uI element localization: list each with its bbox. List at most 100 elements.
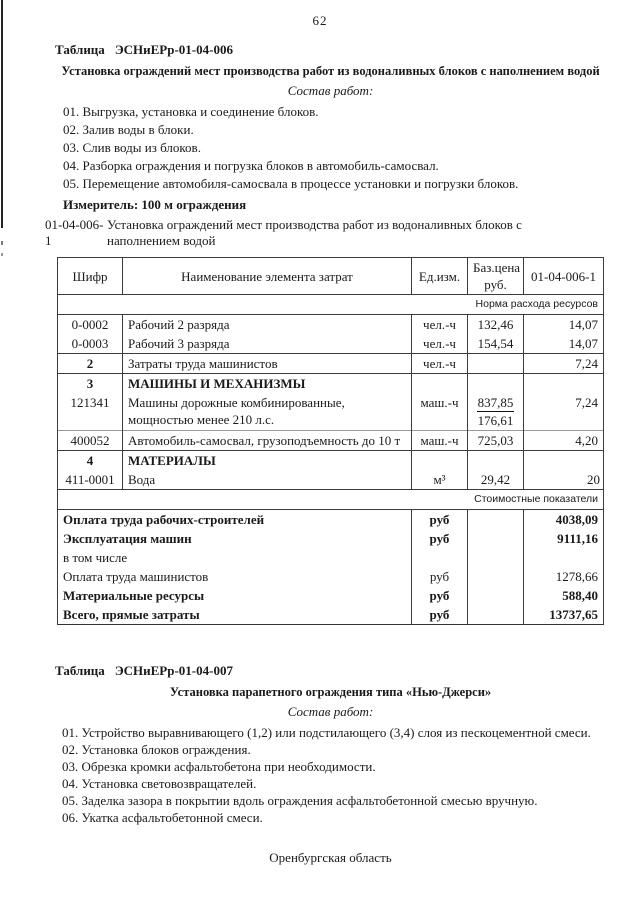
unit-cell: маш.-ч bbox=[411, 393, 468, 431]
cost-label-cell: Оплата труда машинистов bbox=[57, 567, 412, 586]
unit-cell bbox=[411, 373, 468, 393]
cost-label-cell: Всего, прямые затраты bbox=[57, 605, 412, 625]
cost-price-cell bbox=[467, 548, 524, 567]
work-item: 06. Укатка асфальтобетонной смеси. bbox=[62, 810, 263, 825]
cost-rows: Оплата труда рабочих-строителей руб 4038,0… bbox=[57, 509, 604, 625]
code-cell: 0-0003 bbox=[57, 334, 123, 354]
cost-price-cell bbox=[467, 567, 524, 586]
header-cell-price: Баз.цена руб. bbox=[467, 257, 524, 295]
unit-cell: чел.-ч bbox=[411, 353, 468, 374]
cost-value-cell bbox=[523, 548, 604, 567]
name-cell: Рабочий 2 разряда bbox=[122, 314, 412, 334]
cost-label-cell: Оплата труда рабочих-строителей bbox=[57, 509, 412, 529]
cost-label-group: Стоимостные показатели bbox=[57, 489, 604, 510]
estimate-table: Шифр Наименование элемента затрат Ед.изм… bbox=[57, 257, 604, 625]
code-cell: 2 bbox=[57, 353, 123, 374]
table-row: 0-0002 Рабочий 2 разряда чел.-ч 132,46 14,07 bbox=[57, 314, 604, 334]
work-item: 03. Слив воды из блоков. bbox=[63, 140, 201, 155]
table-row: 2 Затраты труда машинистов чел.-ч 7,24 bbox=[57, 353, 604, 374]
cost-row: Оплата труда машинистов руб 1278,66 bbox=[57, 567, 604, 586]
work-item: 01. Устройство выравнивающего (1,2) или … bbox=[62, 725, 591, 740]
cost-row: Эксплуатация машин руб 9111,16 bbox=[57, 529, 604, 548]
table-label-007: Таблица ЭСНиЕРр-01-04-007 bbox=[55, 663, 640, 679]
code-cell: 411-0001 bbox=[57, 470, 123, 490]
norm-description: Установка ограждений мест производства р… bbox=[107, 217, 522, 248]
norm-section-label: Норма расхода ресурсов bbox=[57, 294, 604, 315]
price-cell bbox=[467, 373, 524, 393]
cost-price-cell bbox=[467, 529, 524, 548]
name-cell: Машины дорожные комбинированные, мощност… bbox=[122, 393, 412, 431]
cost-row: Всего, прямые затраты руб 13737,65 bbox=[57, 605, 604, 625]
cost-row: Оплата труда рабочих-строителей руб 4038,0… bbox=[57, 509, 604, 529]
cost-value-cell: 13737,65 bbox=[523, 605, 604, 625]
section2-works-label: Состав работ: bbox=[287, 704, 374, 719]
unit-cell: маш.-ч bbox=[411, 430, 468, 451]
cost-value-cell: 588,40 bbox=[523, 586, 604, 605]
cost-unit-cell: руб bbox=[411, 567, 468, 586]
cost-unit-cell: руб bbox=[411, 605, 468, 625]
cost-value-cell: 4038,09 bbox=[523, 509, 604, 529]
work-item: 04. Установка световозвращателей. bbox=[62, 776, 257, 791]
table-row: 3 МАШИНЫ И МЕХАНИЗМЫ bbox=[57, 373, 604, 393]
value-cell: 14,07 bbox=[523, 314, 604, 334]
price-cell: 29,42 bbox=[467, 470, 524, 490]
cost-label-cell: Материальные ресурсы bbox=[57, 586, 412, 605]
value-cell: 4,20 bbox=[523, 430, 604, 451]
norm-section-row: Норма расхода ресурсов bbox=[57, 294, 604, 315]
cost-price-cell bbox=[467, 586, 524, 605]
work-item: 05. Заделка зазора в покрытии вдоль огра… bbox=[62, 793, 538, 808]
cost-label-cell: Эксплуатация машин bbox=[57, 529, 412, 548]
cost-value-cell: 1278,66 bbox=[523, 567, 604, 586]
value-cell bbox=[523, 373, 604, 393]
value-cell: 7,24 bbox=[523, 353, 604, 374]
work-item: 05. Перемещение автомобиля-самосвала в п… bbox=[63, 176, 519, 191]
region-label: Оренбургская область bbox=[269, 850, 392, 865]
code-cell: 4 bbox=[57, 450, 123, 470]
section2-title: Установка парапетного ограждения типа «Н… bbox=[169, 685, 492, 699]
measure-label: Измеритель: 100 м ограждения bbox=[63, 197, 247, 212]
value-cell: 14,07 bbox=[523, 334, 604, 354]
table-label-word: Таблица bbox=[55, 663, 105, 678]
table-label-code: ЭСНиЕРр-01-04-006 bbox=[114, 42, 233, 57]
price-denominator: 176,61 bbox=[477, 413, 514, 428]
header-cell-code: Шифр bbox=[57, 257, 123, 295]
price-cell bbox=[467, 353, 524, 374]
work-item: 04. Разборка ограждения и погрузка блоко… bbox=[63, 158, 439, 173]
work-item: 02. Установка блоков ограждения. bbox=[62, 742, 251, 757]
price-numerator: 837,85 bbox=[476, 395, 515, 412]
header-cell-norm: 01-04-006-1 bbox=[523, 257, 604, 295]
works-list-2: 01. Устройство выравнивающего (1,2) или … bbox=[62, 724, 640, 826]
name-cell: Вода bbox=[122, 470, 412, 490]
section1-title: Установка ограждений мест производства р… bbox=[61, 64, 600, 78]
price-cell: 725,03 bbox=[467, 430, 524, 451]
norm-code: 01-04-006-1 bbox=[45, 217, 104, 248]
cost-row: в том числе bbox=[57, 548, 604, 567]
table-row: 4 МАТЕРИАЛЫ bbox=[57, 450, 604, 470]
norm-row: 01-04-006-1 Установка ограждений мест пр… bbox=[45, 217, 640, 249]
table-label-wrap: Таблица ЭСНиЕРр-01-04-007 bbox=[55, 663, 233, 678]
name-cell: Затраты труда машинистов bbox=[122, 353, 412, 374]
cost-unit-cell: руб bbox=[411, 586, 468, 605]
table-row: 411-0001 Вода м³ 29,42 20 bbox=[57, 470, 604, 490]
cost-price-cell bbox=[467, 605, 524, 625]
page-number: 62 bbox=[312, 13, 328, 28]
cost-value-cell: 9111,16 bbox=[523, 529, 604, 548]
header-cell-name: Наименование элемента затрат bbox=[122, 257, 412, 295]
name-cell: МАТЕРИАЛЫ bbox=[122, 450, 412, 470]
table-label-word: Таблица bbox=[55, 42, 105, 57]
scan-artifact-dash bbox=[1, 253, 3, 256]
scan-artifact-dash bbox=[1, 241, 3, 245]
value-cell: 7,24 bbox=[523, 393, 604, 431]
price-cell: 837,85 176,61 bbox=[467, 393, 524, 431]
work-item: 03. Обрезка кромки асфальтобетона при не… bbox=[62, 759, 376, 774]
cost-price-cell bbox=[467, 509, 524, 529]
cost-section-label: Стоимостные показатели bbox=[57, 489, 604, 510]
table-label-006: Таблица ЭСНиЕРр-01-04-006 bbox=[55, 42, 640, 58]
unit-cell: м³ bbox=[411, 470, 468, 490]
cost-label-cell: в том числе bbox=[57, 548, 412, 567]
scan-artifact-left-line bbox=[1, 0, 3, 228]
cost-unit-cell bbox=[411, 548, 468, 567]
code-cell: 0-0002 bbox=[57, 314, 123, 334]
name-cell: Рабочий 3 разряда bbox=[122, 334, 412, 354]
